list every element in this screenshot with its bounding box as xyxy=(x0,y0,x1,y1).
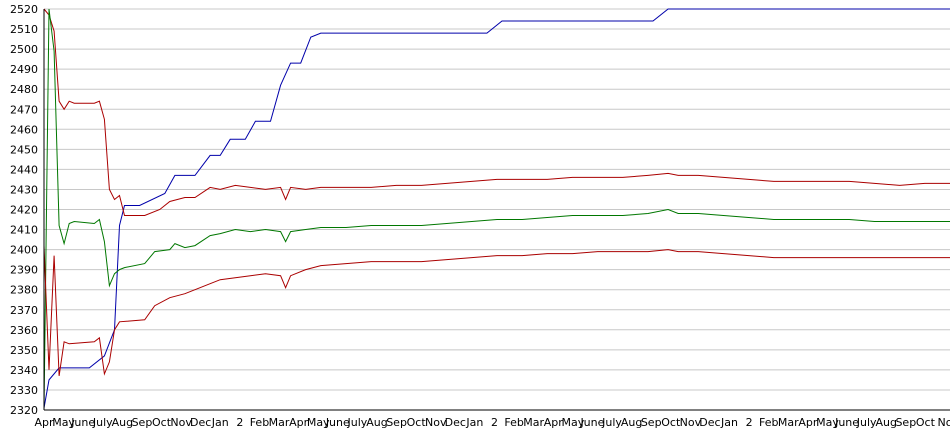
x-tick-label: 2 xyxy=(491,416,498,429)
y-tick-label: 2380 xyxy=(10,284,38,297)
series-line-4 xyxy=(43,245,950,376)
y-tick-label: 2340 xyxy=(10,364,38,377)
y-tick-label: 2440 xyxy=(10,163,38,176)
series-line-3 xyxy=(43,8,950,411)
x-tick-label: June xyxy=(70,416,95,429)
series-line-2 xyxy=(43,8,950,216)
x-tick-label: Dec xyxy=(190,416,211,429)
y-tick-label: 2510 xyxy=(10,23,38,36)
x-tick-label: 2 xyxy=(746,416,753,429)
x-tick-label: May xyxy=(52,416,75,429)
y-tick-label: 2420 xyxy=(10,204,38,217)
x-tick-label: Mar xyxy=(778,416,799,429)
y-tick-label: 2500 xyxy=(10,43,38,56)
y-axis-tick-labels: 2320 2330 2340 2350 2360 2370 2380 2390 2400 2410… xyxy=(10,3,38,417)
x-tick-label: June xyxy=(579,416,604,429)
y-tick-label: 2320 xyxy=(10,404,38,417)
x-tick-label: Dec xyxy=(699,416,720,429)
x-tick-label: Oct xyxy=(407,416,427,429)
y-tick-label: 2460 xyxy=(10,123,38,136)
x-tick-label: Aug xyxy=(366,416,387,429)
x-tick-label: Oct xyxy=(661,416,681,429)
x-tick-label: Apr xyxy=(798,416,818,429)
y-tick-label: 2480 xyxy=(10,83,38,96)
x-tick-label: June xyxy=(834,416,859,429)
series-line-1 xyxy=(43,8,950,409)
x-tick-label: July xyxy=(856,416,877,429)
x-tick-label: Dec xyxy=(445,416,466,429)
y-tick-label: 2520 xyxy=(10,3,38,16)
x-tick-label: July xyxy=(346,416,367,429)
y-tick-label: 2410 xyxy=(10,224,38,237)
x-tick-label: Feb xyxy=(504,416,523,429)
y-tick-label: 2330 xyxy=(10,384,38,397)
y-tick-label: 2490 xyxy=(10,63,38,76)
x-tick-label: Jan xyxy=(465,416,483,429)
y-tick-label: 2390 xyxy=(10,264,38,277)
x-tick-label: Mar xyxy=(523,416,544,429)
x-tick-label: Apr xyxy=(289,416,309,429)
x-tick-label: May xyxy=(307,416,330,429)
x-tick-label: Sep xyxy=(641,416,662,429)
y-tick-label: 2470 xyxy=(10,103,38,116)
x-tick-label: Nov xyxy=(680,416,702,429)
x-tick-label: July xyxy=(92,416,113,429)
x-tick-label: Nov xyxy=(170,416,192,429)
y-tick-label: 2450 xyxy=(10,143,38,156)
x-tick-label: 2 xyxy=(236,416,243,429)
y-tick-label: 2360 xyxy=(10,324,38,337)
x-tick-label: June xyxy=(325,416,350,429)
x-tick-label: Jan xyxy=(211,416,229,429)
x-tick-label: Apr xyxy=(544,416,564,429)
x-tick-label: Apr xyxy=(34,416,54,429)
y-tick-label: 2400 xyxy=(10,244,38,257)
x-tick-label: Aug xyxy=(875,416,896,429)
y-tick-label: 2350 xyxy=(10,344,38,357)
y-tick-label: 2370 xyxy=(10,304,38,317)
x-tick-label: Mar xyxy=(269,416,290,429)
x-tick-label: Sep xyxy=(132,416,153,429)
x-tick-label: Feb xyxy=(759,416,778,429)
x-tick-label: July xyxy=(601,416,622,429)
x-tick-label: Feb xyxy=(250,416,269,429)
x-tick-label: Aug xyxy=(621,416,642,429)
series-lines xyxy=(43,8,950,411)
x-tick-label: Aug xyxy=(112,416,133,429)
x-tick-label: Oct xyxy=(152,416,172,429)
x-tick-label: Oct xyxy=(916,416,936,429)
y-tick-label: 2430 xyxy=(10,183,38,196)
x-tick-label: Jan xyxy=(720,416,738,429)
x-tick-label: Sep xyxy=(895,416,916,429)
x-tick-label: Nov xyxy=(425,416,447,429)
x-tick-label: May xyxy=(561,416,584,429)
grid-lines xyxy=(44,8,950,411)
x-tick-label: No xyxy=(938,416,950,429)
x-tick-label: May xyxy=(816,416,839,429)
x-tick-label: Sep xyxy=(386,416,407,429)
